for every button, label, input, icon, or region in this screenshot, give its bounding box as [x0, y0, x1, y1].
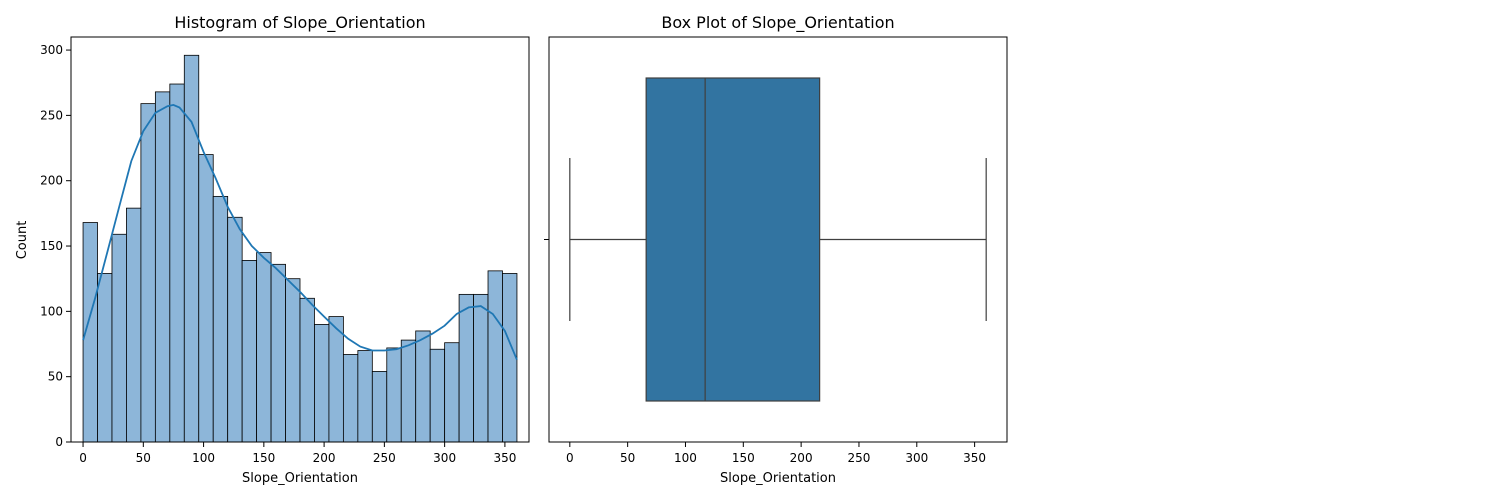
- x-tick-label: 0: [566, 451, 574, 465]
- histogram-bars: [82, 54, 518, 443]
- x-tick-label: 300: [905, 451, 928, 465]
- y-tick-label: 250: [40, 108, 63, 122]
- histogram-bar: [415, 330, 431, 443]
- histogram-bar: [183, 54, 200, 443]
- x-tick-label: 0: [79, 451, 87, 465]
- x-tick-label: 350: [963, 451, 986, 465]
- histogram-bar: [473, 293, 489, 443]
- boxplot-elements: [569, 77, 987, 402]
- y-tick-label: 150: [40, 239, 63, 253]
- histogram-bar: [386, 347, 402, 443]
- y-tick-label: 100: [40, 304, 63, 318]
- histogram-bar: [502, 273, 518, 443]
- y-tick-label: 50: [48, 370, 63, 384]
- histogram-bar: [256, 252, 272, 443]
- x-tick-label: 250: [373, 451, 396, 465]
- histogram-title: Histogram of Slope_Orientation: [174, 13, 425, 33]
- y-tick-label: 200: [40, 174, 63, 188]
- x-tick-label: 200: [790, 451, 813, 465]
- histogram-bar: [400, 339, 417, 443]
- histogram-bar: [154, 91, 171, 443]
- histogram-bar: [342, 354, 359, 443]
- histogram-bar: [458, 293, 474, 443]
- histogram-bar: [371, 371, 388, 443]
- histogram-bar: [270, 263, 286, 443]
- histogram-bar: [314, 324, 330, 443]
- x-tick-label: 50: [136, 451, 151, 465]
- x-tick-label: 100: [674, 451, 697, 465]
- histogram-bar: [169, 83, 185, 443]
- histogram-bar: [227, 216, 243, 443]
- histogram-bar: [299, 297, 315, 443]
- histogram-y-axis-label: Count: [15, 221, 30, 260]
- kde-curve: [82, 103, 518, 361]
- boxplot-x-ticks: 0 50 100 150 200 250 300 350: [566, 442, 986, 465]
- histogram-bar: [328, 316, 344, 443]
- iqr-box: [645, 77, 821, 402]
- x-tick-label: 50: [620, 451, 635, 465]
- histogram-panel: Histogram of Slope_Orientation 0 50 100 150…: [15, 13, 530, 486]
- x-tick-label: 350: [493, 451, 516, 465]
- y-tick-label: 0: [55, 435, 63, 449]
- x-tick-label: 150: [252, 451, 275, 465]
- histogram-bar: [126, 207, 142, 443]
- x-tick-label: 300: [433, 451, 456, 465]
- histogram-bar: [429, 348, 446, 443]
- x-tick-label: 200: [313, 451, 336, 465]
- x-tick-label: 250: [848, 451, 871, 465]
- histogram-bar: [487, 270, 503, 443]
- y-tick-label: 300: [40, 43, 63, 57]
- histogram-bar: [357, 350, 373, 443]
- histogram-bar: [444, 342, 460, 443]
- histogram-bar: [198, 154, 214, 443]
- histogram-bar: [241, 260, 258, 443]
- histogram-bar: [97, 273, 113, 443]
- histogram-bar: [140, 103, 156, 443]
- histogram-x-ticks: 0 50 100 150 200 250 300 350: [79, 442, 516, 465]
- x-tick-label: 100: [192, 451, 215, 465]
- boxplot-x-axis-label: Slope_Orientation: [720, 471, 836, 486]
- histogram-x-axis-label: Slope_Orientation: [242, 471, 358, 486]
- histogram-bar: [111, 233, 127, 443]
- histogram-bar: [212, 195, 229, 443]
- boxplot-title: Box Plot of Slope_Orientation: [661, 13, 894, 33]
- x-tick-label: 150: [732, 451, 755, 465]
- histogram-axes-frame: [70, 36, 530, 443]
- histogram-y-ticks: 0 50 100 150 200 250 300: [40, 43, 71, 449]
- histogram-bar: [285, 278, 301, 443]
- boxplot-panel: Box Plot of Slope_Orientation 0 50 100 150 2…: [544, 13, 1008, 486]
